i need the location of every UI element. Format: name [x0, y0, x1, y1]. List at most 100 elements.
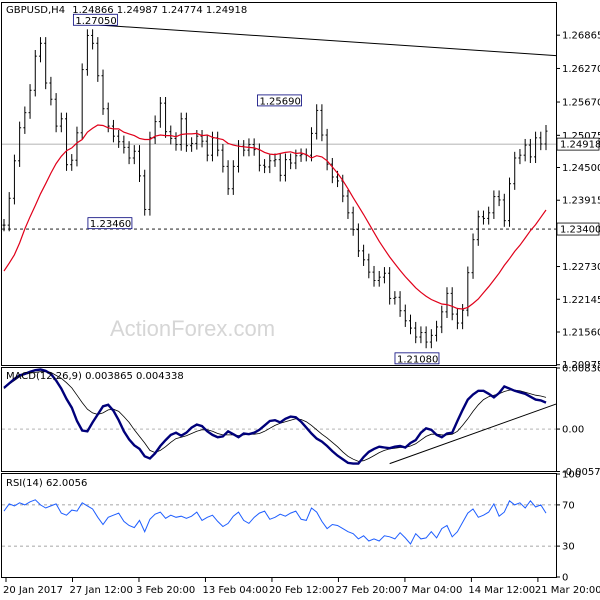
price-bar: [377, 271, 381, 287]
price-bar: [508, 177, 512, 227]
price-bar: [91, 29, 95, 50]
price-bar: [523, 138, 527, 162]
price-bar: [164, 96, 168, 138]
price-bar: [294, 149, 298, 170]
price-bar: [424, 326, 428, 349]
price-bar: [356, 223, 360, 258]
price-bar: [80, 63, 84, 139]
svg-text:1.24918: 1.24918: [560, 140, 600, 151]
price-panel-title: GBPUSD,H4 1.24866 1.24987 1.24774 1.2491…: [6, 5, 247, 16]
price-trendline: [87, 23, 557, 57]
price-bar: [23, 106, 27, 134]
macd-panel-frame: [1, 367, 557, 472]
price-bar: [278, 153, 282, 182]
price-bars: [2, 29, 548, 349]
price-tick-label: 1.22145: [562, 295, 600, 306]
price-tick-label: 1.26270: [562, 64, 600, 75]
price-bar: [200, 130, 204, 148]
price-bar: [210, 131, 214, 162]
price-bar: [315, 104, 319, 140]
price-bar: [268, 154, 272, 174]
price-bar: [96, 37, 100, 82]
price-bar: [111, 119, 115, 143]
time-tick-label: 13 Feb 04:00: [202, 585, 268, 596]
price-bar: [65, 112, 69, 171]
price-bar: [18, 121, 22, 167]
price-bar: [461, 304, 465, 330]
price-tick-label: 1.20975: [562, 360, 600, 371]
price-reference-lines: [2, 143, 556, 230]
price-annotations: 1.27050 1.25690 1.23460 1.21080: [72, 13, 440, 365]
price-bar: [148, 131, 152, 216]
time-tick-label: 21 Mar 20:00: [535, 585, 600, 596]
price-bar: [419, 326, 423, 344]
time-axis: 20 Jan 2017 27 Jan 12:00 3 Feb 20:00 13 Feb…: [3, 578, 600, 596]
time-tick-label: 3 Feb 20:00: [136, 585, 195, 596]
macd-tick-label: 0.00: [562, 425, 584, 436]
price-bar: [481, 210, 485, 225]
price-bar: [283, 153, 287, 182]
price-bar: [143, 169, 147, 216]
price-bar: [325, 128, 329, 171]
price-bar: [398, 291, 402, 317]
time-tick-label: 20 Jan 2017: [3, 585, 63, 596]
rsi-panel-title: RSI(14) 62.0056: [6, 478, 87, 489]
macd-tick-label: 0.008301: [562, 363, 600, 374]
macd-tick-label: -0.005768: [562, 467, 600, 478]
price-bar: [190, 137, 194, 152]
ohlc-values: 1.24866 1.24987 1.24774 1.24918: [72, 5, 247, 16]
price-bar: [2, 218, 6, 232]
svg-text:1.21080: 1.21080: [397, 354, 438, 365]
descending-trendline: [87, 23, 557, 57]
price-tick-label: 1.23915: [562, 196, 600, 207]
svg-text:1.23400: 1.23400: [560, 225, 600, 236]
price-bar: [320, 104, 324, 142]
price-bar: [263, 159, 267, 174]
price-annotation: 1.25690: [257, 94, 302, 107]
price-bar: [539, 131, 543, 151]
price-bar: [132, 145, 136, 165]
rsi-tick-label: 0: [562, 573, 568, 584]
price-bar: [372, 265, 376, 287]
price-bar: [237, 140, 241, 173]
price-bar: [528, 138, 532, 164]
price-bar: [49, 76, 53, 106]
rsi-line: [3, 499, 547, 545]
macd-lines: [3, 368, 557, 465]
price-bar: [513, 151, 517, 190]
price-bar: [518, 149, 522, 165]
price-bar: [351, 206, 355, 236]
price-bar: [544, 124, 548, 151]
price-annotation: 1.21080: [394, 352, 440, 365]
price-bar: [101, 69, 105, 115]
price-bar: [455, 307, 459, 330]
price-bar: [471, 233, 475, 279]
rsi-tick-label: 30: [562, 542, 575, 553]
svg-text:1.25690: 1.25690: [259, 96, 300, 107]
price-bar: [414, 321, 418, 344]
price-bar: [153, 115, 157, 144]
price-bar: [382, 267, 386, 284]
price-bar: [273, 153, 277, 167]
rsi-tick-label: 70: [562, 500, 575, 511]
symbol-label: GBPUSD,H4: [6, 5, 65, 16]
moving-average-line: [3, 124, 547, 310]
macd-support-trendline: [389, 403, 557, 465]
price-bar: [409, 314, 412, 335]
macd-main-line: [3, 368, 547, 465]
price-bar: [28, 84, 32, 119]
time-tick-label: 14 Mar 12:00: [468, 585, 535, 596]
price-annotation: 1.23460: [87, 217, 133, 230]
price-bar: [252, 138, 256, 156]
moving-average: [3, 124, 547, 310]
price-bar: [7, 192, 11, 232]
price-bar: [534, 131, 538, 164]
price-tick-label: 1.22730: [562, 262, 600, 273]
macd-signal-line: [3, 371, 547, 462]
price-bar: [440, 305, 444, 334]
price-tick-label: 1.21560: [562, 327, 600, 338]
price-bar: [492, 190, 496, 219]
price-bar: [184, 112, 188, 152]
current-price-badge: 1.24918: [556, 137, 600, 151]
time-tick-label: 27 Feb 20:00: [335, 585, 401, 596]
